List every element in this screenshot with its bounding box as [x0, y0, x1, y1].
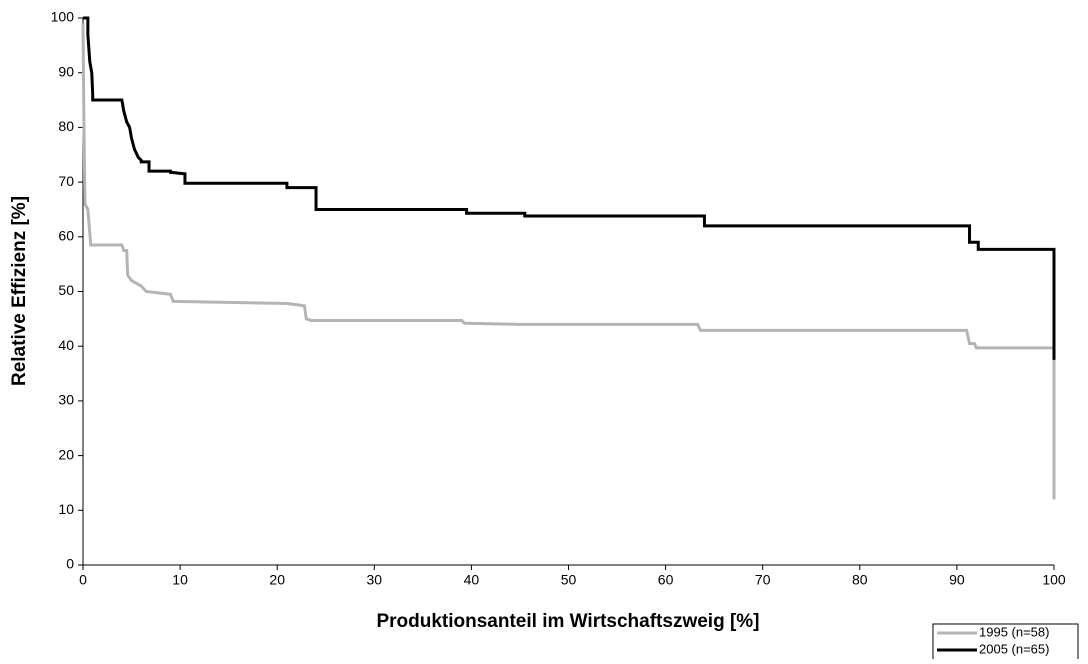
x-tick-label: 80 — [852, 572, 868, 588]
x-tick-label: 50 — [561, 572, 577, 588]
series-line — [81, 23, 1056, 500]
x-tick-label: 70 — [755, 572, 771, 588]
y-tick-label: 80 — [58, 118, 74, 134]
y-tick-label: 70 — [58, 173, 74, 189]
legend-label: 1995 (n=58) — [979, 624, 1049, 639]
series-line — [83, 16, 1056, 360]
y-tick-label: 100 — [51, 9, 75, 25]
y-tick-label: 20 — [58, 446, 74, 462]
x-tick-label: 30 — [367, 572, 383, 588]
y-tick-label: 90 — [58, 63, 74, 79]
y-tick-label: 40 — [58, 337, 74, 353]
x-tick-label: 0 — [79, 572, 87, 588]
y-tick-label: 0 — [66, 556, 74, 572]
y-tick-label: 50 — [58, 282, 74, 298]
x-tick-label: 100 — [1042, 572, 1066, 588]
x-axis-title: Produktionsanteil im Wirtschaftszweig [%… — [376, 611, 759, 632]
y-tick-label: 30 — [58, 392, 74, 408]
y-tick-label: 10 — [58, 501, 74, 517]
x-tick-label: 20 — [269, 572, 285, 588]
x-tick-label: 60 — [658, 572, 674, 588]
x-tick-label: 40 — [464, 572, 480, 588]
y-axis-title: Relative Effizienz [%] — [9, 196, 30, 386]
x-tick-label: 90 — [949, 572, 965, 588]
x-tick-label: 10 — [172, 572, 188, 588]
legend-box — [932, 623, 1079, 661]
legend-label: 2005 (n=65) — [979, 641, 1049, 656]
y-tick-label: 60 — [58, 228, 74, 244]
